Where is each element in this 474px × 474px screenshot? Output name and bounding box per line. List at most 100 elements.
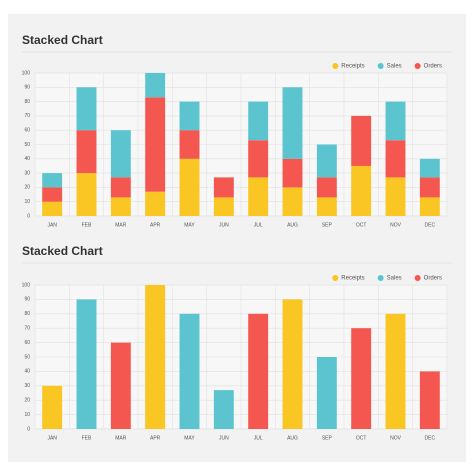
x-tick-label: APR — [150, 435, 161, 441]
bar-segment — [248, 177, 269, 216]
bar — [248, 313, 269, 429]
legend-label: Receipts — [341, 276, 364, 282]
x-tick-label: NOV — [390, 222, 402, 228]
bar-segment — [419, 177, 440, 198]
x-tick-label: DEC — [425, 435, 436, 441]
bar-segment — [385, 101, 406, 141]
bar-segment — [248, 101, 269, 141]
x-tick-label: SEP — [322, 435, 333, 441]
bar-segment — [145, 73, 166, 98]
bar-segment — [419, 197, 440, 216]
bar — [42, 385, 63, 429]
legend-swatch — [332, 275, 339, 281]
x-tick-label: DEC — [425, 222, 436, 228]
y-tick-label: 50 — [24, 142, 30, 148]
bar-segment — [351, 165, 372, 216]
bar-segment — [76, 87, 97, 131]
x-tick-label: JUL — [254, 222, 263, 228]
legend-label: Orders — [424, 64, 442, 70]
y-tick-label: 30 — [24, 170, 30, 176]
x-tick-label: NOV — [390, 435, 402, 441]
bar-segment — [179, 158, 200, 216]
bar — [316, 357, 337, 429]
bar — [76, 299, 97, 429]
bar — [179, 313, 200, 429]
bar-segment — [110, 130, 131, 178]
y-tick-label: 60 — [24, 340, 30, 346]
legend-label: Sales — [387, 64, 402, 70]
y-tick-label: 30 — [24, 383, 30, 389]
y-tick-label: 90 — [24, 85, 30, 91]
x-tick-label: APR — [150, 222, 161, 228]
x-tick-label: FEB — [82, 222, 92, 228]
bar-segment — [179, 130, 200, 159]
bar-segment — [42, 201, 63, 216]
bar — [282, 299, 303, 429]
bar-segment — [351, 115, 372, 166]
legend-label: Orders — [424, 276, 442, 282]
y-tick-label: 80 — [24, 311, 30, 317]
y-tick-label: 0 — [27, 426, 30, 432]
y-tick-label: 70 — [24, 326, 30, 332]
bar-segment — [110, 197, 131, 216]
bar-segment — [145, 97, 166, 192]
y-tick-label: 50 — [24, 354, 30, 360]
y-tick-label: 40 — [24, 156, 30, 162]
bar-segment — [282, 187, 303, 216]
bar-segment — [316, 177, 337, 198]
bar-segment — [110, 177, 131, 198]
legend-label: Receipts — [341, 64, 364, 70]
bar — [110, 342, 131, 429]
x-tick-label: AUG — [287, 435, 298, 441]
bar-segment — [385, 140, 406, 178]
y-tick-label: 90 — [24, 297, 30, 303]
bar-segment — [145, 191, 166, 216]
bar-segment — [76, 173, 97, 216]
bar-segment — [282, 158, 303, 188]
x-tick-label: JAN — [47, 222, 57, 228]
bar — [213, 390, 234, 429]
x-tick-label: SEP — [322, 222, 333, 228]
y-tick-label: 10 — [24, 412, 30, 418]
x-tick-label: JUN — [219, 435, 229, 441]
bar-segment — [419, 158, 440, 178]
bar — [385, 313, 406, 429]
legend-swatch — [332, 63, 339, 69]
bar-segment — [213, 177, 234, 198]
bar-segment — [316, 144, 337, 178]
chart-title: Stacked Chart — [22, 244, 103, 258]
bar-segment — [179, 101, 200, 131]
x-tick-label: JAN — [47, 435, 57, 441]
legend-swatch — [377, 275, 384, 281]
x-tick-label: JUL — [254, 435, 263, 441]
y-tick-label: 20 — [24, 185, 30, 191]
x-tick-label: MAR — [115, 435, 127, 441]
y-tick-label: 80 — [24, 99, 30, 105]
y-tick-label: 100 — [22, 70, 31, 76]
bar-segment — [385, 177, 406, 216]
x-tick-label: MAY — [184, 222, 195, 228]
y-tick-label: 10 — [24, 199, 30, 205]
bar — [419, 371, 440, 429]
y-tick-label: 40 — [24, 369, 30, 375]
x-tick-label: AUG — [287, 222, 298, 228]
chart-title: Stacked Chart — [22, 33, 103, 47]
x-tick-label: OCT — [356, 435, 367, 441]
x-tick-label: OCT — [356, 222, 367, 228]
bar — [351, 328, 372, 429]
bar-segment — [42, 173, 63, 188]
bar — [145, 285, 166, 429]
legend-swatch — [377, 63, 384, 69]
bar-segment — [248, 140, 269, 178]
y-tick-label: 20 — [24, 398, 30, 404]
bar-segment — [316, 197, 337, 216]
x-tick-label: JUN — [219, 222, 229, 228]
legend-swatch — [414, 63, 421, 69]
legend-swatch — [414, 275, 421, 281]
y-tick-label: 100 — [22, 282, 31, 288]
legend-label: Sales — [387, 276, 402, 282]
bar-segment — [282, 87, 303, 159]
y-tick-label: 0 — [27, 213, 30, 219]
y-tick-label: 60 — [24, 128, 30, 134]
